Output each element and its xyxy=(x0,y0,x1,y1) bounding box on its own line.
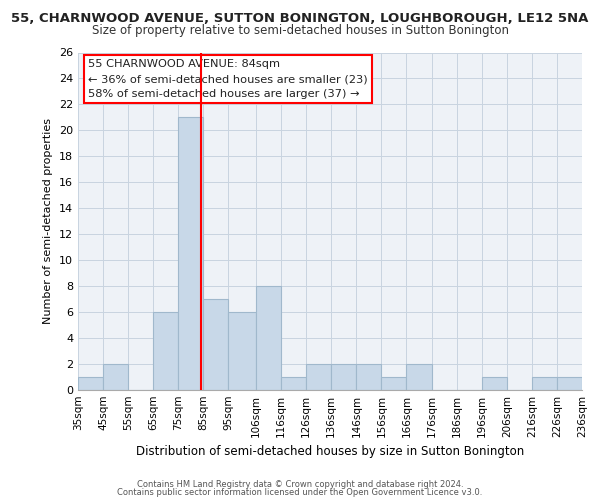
Bar xyxy=(281,377,306,390)
Bar xyxy=(153,312,178,390)
X-axis label: Distribution of semi-detached houses by size in Sutton Bonington: Distribution of semi-detached houses by … xyxy=(136,446,524,458)
Bar xyxy=(557,377,582,390)
Text: 55 CHARNWOOD AVENUE: 84sqm
← 36% of semi-detached houses are smaller (23)
58% of: 55 CHARNWOOD AVENUE: 84sqm ← 36% of semi… xyxy=(88,59,368,99)
Bar xyxy=(331,364,356,390)
Text: Size of property relative to semi-detached houses in Sutton Bonington: Size of property relative to semi-detach… xyxy=(91,24,509,37)
Bar xyxy=(356,364,382,390)
Y-axis label: Number of semi-detached properties: Number of semi-detached properties xyxy=(43,118,53,324)
Bar xyxy=(306,364,331,390)
Bar xyxy=(406,364,431,390)
Text: Contains public sector information licensed under the Open Government Licence v3: Contains public sector information licen… xyxy=(118,488,482,497)
Bar xyxy=(203,299,229,390)
Bar xyxy=(103,364,128,390)
Bar xyxy=(382,377,406,390)
Bar xyxy=(256,286,281,390)
Bar xyxy=(482,377,507,390)
Bar xyxy=(229,312,256,390)
Bar xyxy=(532,377,557,390)
Text: 55, CHARNWOOD AVENUE, SUTTON BONINGTON, LOUGHBOROUGH, LE12 5NA: 55, CHARNWOOD AVENUE, SUTTON BONINGTON, … xyxy=(11,12,589,26)
Bar xyxy=(78,377,103,390)
Text: Contains HM Land Registry data © Crown copyright and database right 2024.: Contains HM Land Registry data © Crown c… xyxy=(137,480,463,489)
Bar xyxy=(178,118,203,390)
